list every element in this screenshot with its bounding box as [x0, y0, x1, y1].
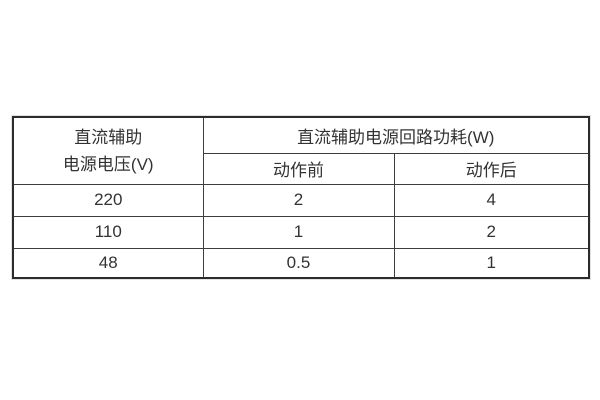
before-operate-header-cell: 动作前	[202, 152, 395, 185]
after-value-cell: 4	[393, 183, 590, 217]
after-value-cell: 2	[393, 215, 590, 249]
header-row-group: 直流辅助 电源电压(V) 直流辅助电源回路功耗(W)	[12, 116, 590, 185]
voltage-header-cell: 直流辅助 电源电压(V)	[12, 116, 204, 185]
voltage-value-cell: 110	[12, 215, 204, 249]
header-row-sub: 动作前 动作后	[13, 152, 590, 185]
table-row: 220 2 4	[12, 183, 590, 217]
before-value-cell: 0.5	[202, 247, 395, 279]
table-row: 48 0.5 1	[12, 247, 590, 279]
voltage-header-line1: 直流辅助	[74, 127, 143, 147]
voltage-value-cell: 48	[12, 247, 204, 279]
after-operate-header-cell: 动作后	[393, 152, 590, 185]
voltage-header-line2: 电源电压(V)	[62, 154, 154, 174]
before-value-cell: 2	[202, 183, 395, 217]
before-value-cell: 1	[202, 215, 395, 249]
dc-aux-power-consumption-table: 直流辅助 电源电压(V) 直流辅助电源回路功耗(W) 动作前 动作后 220 2…	[12, 116, 590, 279]
power-group-header-cell: 直流辅助电源回路功耗(W)	[202, 116, 590, 154]
after-value-cell: 1	[393, 247, 590, 279]
voltage-value-cell: 220	[12, 183, 204, 217]
table-row: 110 1 2	[12, 215, 590, 249]
